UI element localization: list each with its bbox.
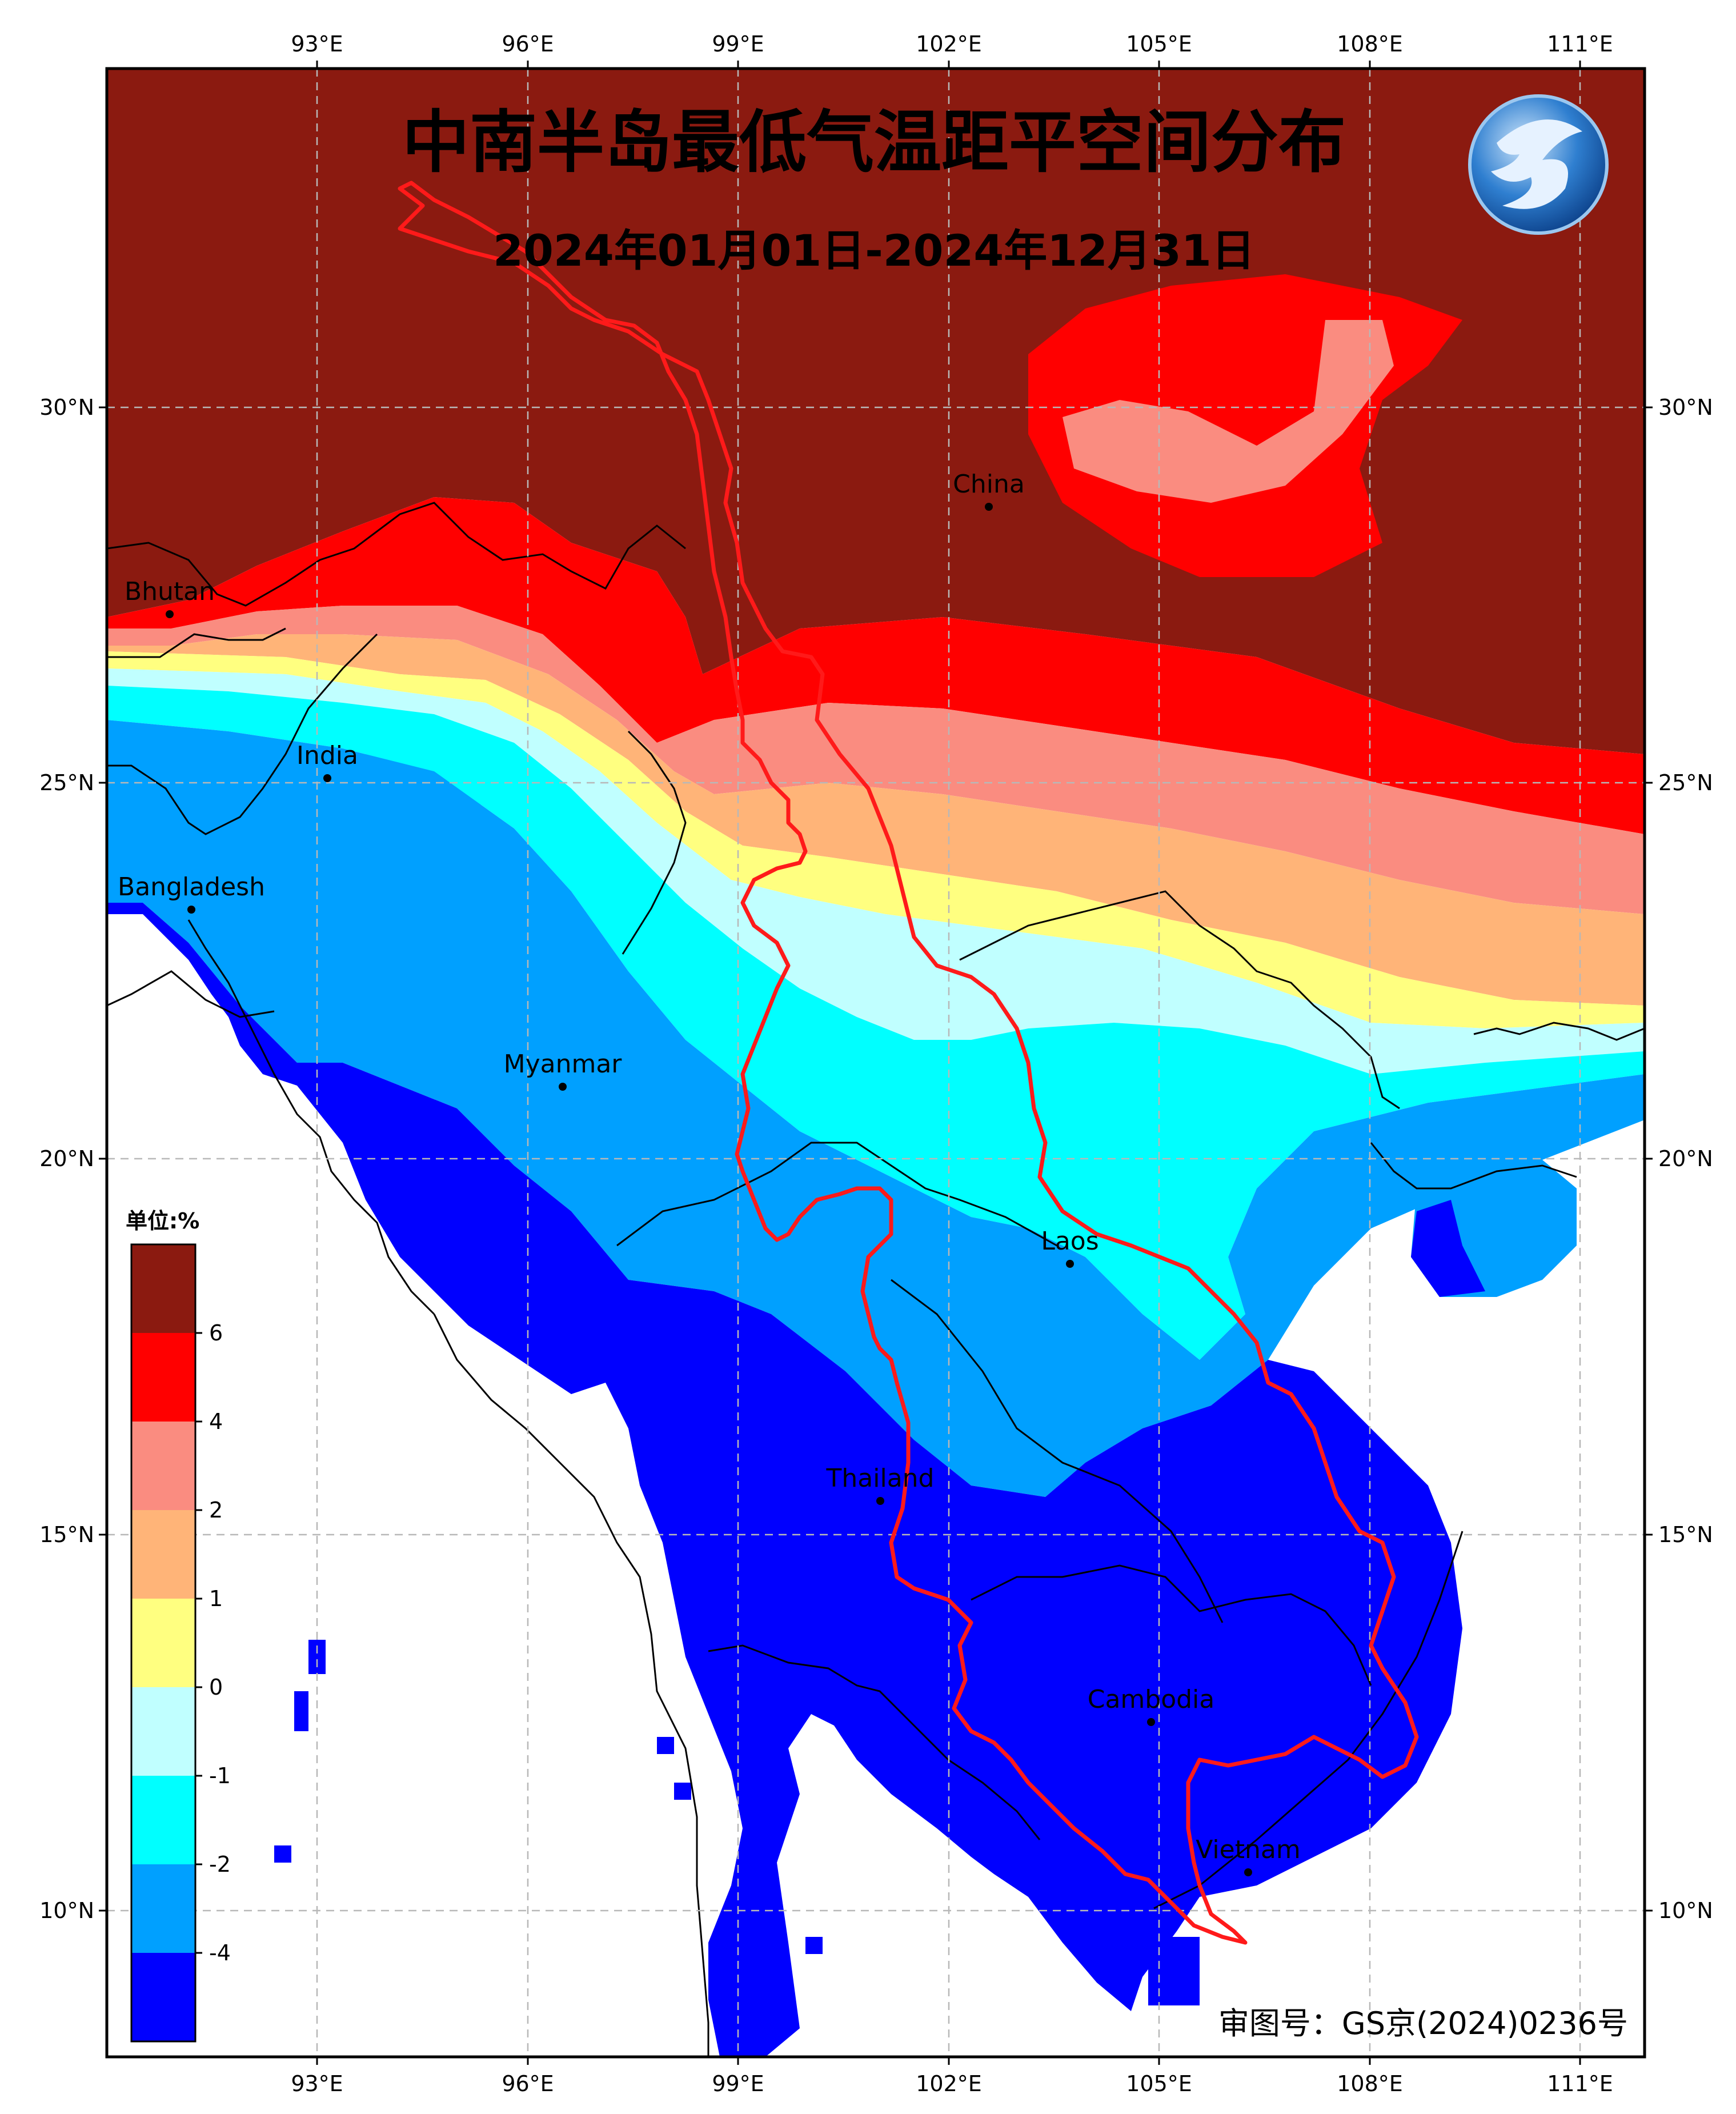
lat-label-right: 15°N <box>1658 1522 1713 1547</box>
lat-label-left: 30°N <box>39 395 94 420</box>
legend-swatch <box>131 1333 195 1422</box>
lon-label-top: 105°E <box>1126 31 1192 57</box>
island-gulf-3 <box>805 1937 823 1954</box>
island-mekong-south <box>1148 1937 1200 2005</box>
lon-label-bottom: 102°E <box>916 2071 982 2096</box>
anomaly-region-4-6 <box>107 497 1645 834</box>
place-bhutan: Bhutan <box>125 577 215 618</box>
anomaly-region-gt6 <box>107 69 1645 754</box>
lat-label-left: 25°N <box>39 770 94 795</box>
legend-frame <box>130 1243 197 2043</box>
lon-label-top: 99°E <box>712 31 764 57</box>
lon-label-top: 102°E <box>916 31 982 57</box>
lat-label-right: 25°N <box>1658 770 1713 795</box>
lon-label-top: 111°E <box>1547 31 1613 57</box>
mekong-basin-boundary <box>398 181 1419 1945</box>
lon-label-bottom: 93°E <box>291 2071 343 2096</box>
legend-label: -1 <box>209 1763 231 1788</box>
place-label-bhutan: Bhutan <box>125 577 215 606</box>
lon-label-bottom: 105°E <box>1126 2071 1192 2096</box>
island-nicobar <box>274 1845 291 1863</box>
hainan-island-blue <box>1411 1200 1485 1297</box>
lon-label-bottom: 111°E <box>1547 2071 1613 2096</box>
legend-label: -4 <box>209 1940 231 1965</box>
lon-label-top: 108°E <box>1337 31 1403 57</box>
lat-label-left: 20°N <box>39 1146 94 1171</box>
lat-label-right: 10°N <box>1658 1898 1713 1923</box>
anomaly-region-neg4-neg2 <box>107 720 1645 1497</box>
place-label-myanmar: Myanmar <box>504 1050 623 1079</box>
lon-label-bottom: 99°E <box>712 2071 764 2096</box>
lon-label-bottom: 96°E <box>502 2071 554 2096</box>
legend-swatch <box>131 1953 195 2041</box>
map-layer: China Bhutan India Bangladesh Myanmar La… <box>107 69 1645 2057</box>
review-number: 审图号：GS京(2024)0236号 <box>1218 2005 1628 2041</box>
legend-swatch <box>131 1244 195 1333</box>
place-india: India <box>296 741 358 782</box>
lon-labels-top: 93°E 96°E 99°E 102°E 105°E 108°E 111°E <box>291 31 1613 57</box>
place-label-china: China <box>953 470 1025 499</box>
map-title: 中南半岛最低气温距平空间分布 <box>402 103 1346 182</box>
place-markers: China Bhutan India Bangladesh Myanmar La… <box>118 470 1301 1876</box>
lon-label-top: 96°E <box>502 31 554 57</box>
legend-colorbar: 6 4 2 1 0 -1 -2 -4 <box>130 1243 231 2043</box>
legend-swatch <box>131 1687 195 1776</box>
legend-label: 2 <box>209 1498 223 1523</box>
legend-label: 4 <box>209 1409 223 1434</box>
lon-label-bottom: 108°E <box>1337 2071 1403 2096</box>
place-myanmar: Myanmar <box>504 1050 623 1091</box>
lat-labels-right: 30°N 25°N 20°N 15°N 10°N <box>1658 395 1713 1923</box>
island-andaman-2 <box>294 1691 308 1731</box>
legend-label: 0 <box>209 1675 223 1700</box>
lat-labels-left: 30°N 25°N 20°N 15°N 10°N <box>39 395 94 1923</box>
place-china: China <box>953 470 1025 511</box>
anomaly-region-1-2 <box>107 634 1645 1006</box>
place-label-india: India <box>296 741 358 770</box>
legend-label: 6 <box>209 1320 223 1346</box>
island-gulf-1 <box>657 1737 674 1754</box>
cma-dragon-logo-icon <box>1468 94 1609 235</box>
place-label-laos: Laos <box>1041 1227 1098 1256</box>
place-label-vietnam: Vietnam <box>1196 1835 1300 1864</box>
anomaly-region-2-4-ne <box>1063 320 1394 503</box>
legend-swatch <box>131 1510 195 1599</box>
place-label-cambodia: Cambodia <box>1088 1685 1215 1714</box>
place-label-thailand: Thailand <box>826 1464 935 1493</box>
place-cambodia: Cambodia <box>1088 1685 1215 1726</box>
lon-labels-bottom: 93°E 96°E 99°E 102°E 105°E 108°E 111°E <box>291 2071 1613 2096</box>
legend-label: -2 <box>209 1852 231 1877</box>
lat-label-left: 10°N <box>39 1898 94 1923</box>
map-frame <box>105 67 1646 2059</box>
legend-label: 1 <box>209 1586 223 1611</box>
legend-swatch <box>131 1864 195 1953</box>
island-andaman-1 <box>308 1640 326 1674</box>
island-phu-quoc <box>1080 1885 1097 1903</box>
place-label-bangladesh: Bangladesh <box>118 872 265 902</box>
legend-swatch <box>131 1422 195 1510</box>
legend: 单位:% 6 4 2 1 0 -1 -2 -4 <box>126 1208 231 2043</box>
lat-label-left: 15°N <box>39 1522 94 1547</box>
legend-swatch <box>131 1776 195 1864</box>
legend-swatch <box>131 1599 195 1687</box>
lon-label-top: 93°E <box>291 31 343 57</box>
lat-label-right: 20°N <box>1658 1146 1713 1171</box>
place-vietnam: Vietnam <box>1196 1835 1301 1876</box>
anomaly-region-neg1-0 <box>107 668 1645 1074</box>
lat-label-right: 30°N <box>1658 395 1713 420</box>
map-subtitle: 2024年01月01日-2024年12月31日 <box>493 225 1255 276</box>
legend-unit: 单位:% <box>126 1208 199 1234</box>
anomaly-region-2-4 <box>107 606 1645 914</box>
island-gulf-2 <box>674 1783 691 1800</box>
place-bangladesh: Bangladesh <box>118 872 265 914</box>
axis-ticks <box>99 61 1653 2065</box>
place-thailand: Thailand <box>826 1464 935 1505</box>
graticule <box>107 69 1645 2057</box>
country-borders <box>107 502 1645 2057</box>
place-laos: Laos <box>1041 1227 1099 1268</box>
anomaly-region-lt-neg4 <box>107 903 1462 2057</box>
